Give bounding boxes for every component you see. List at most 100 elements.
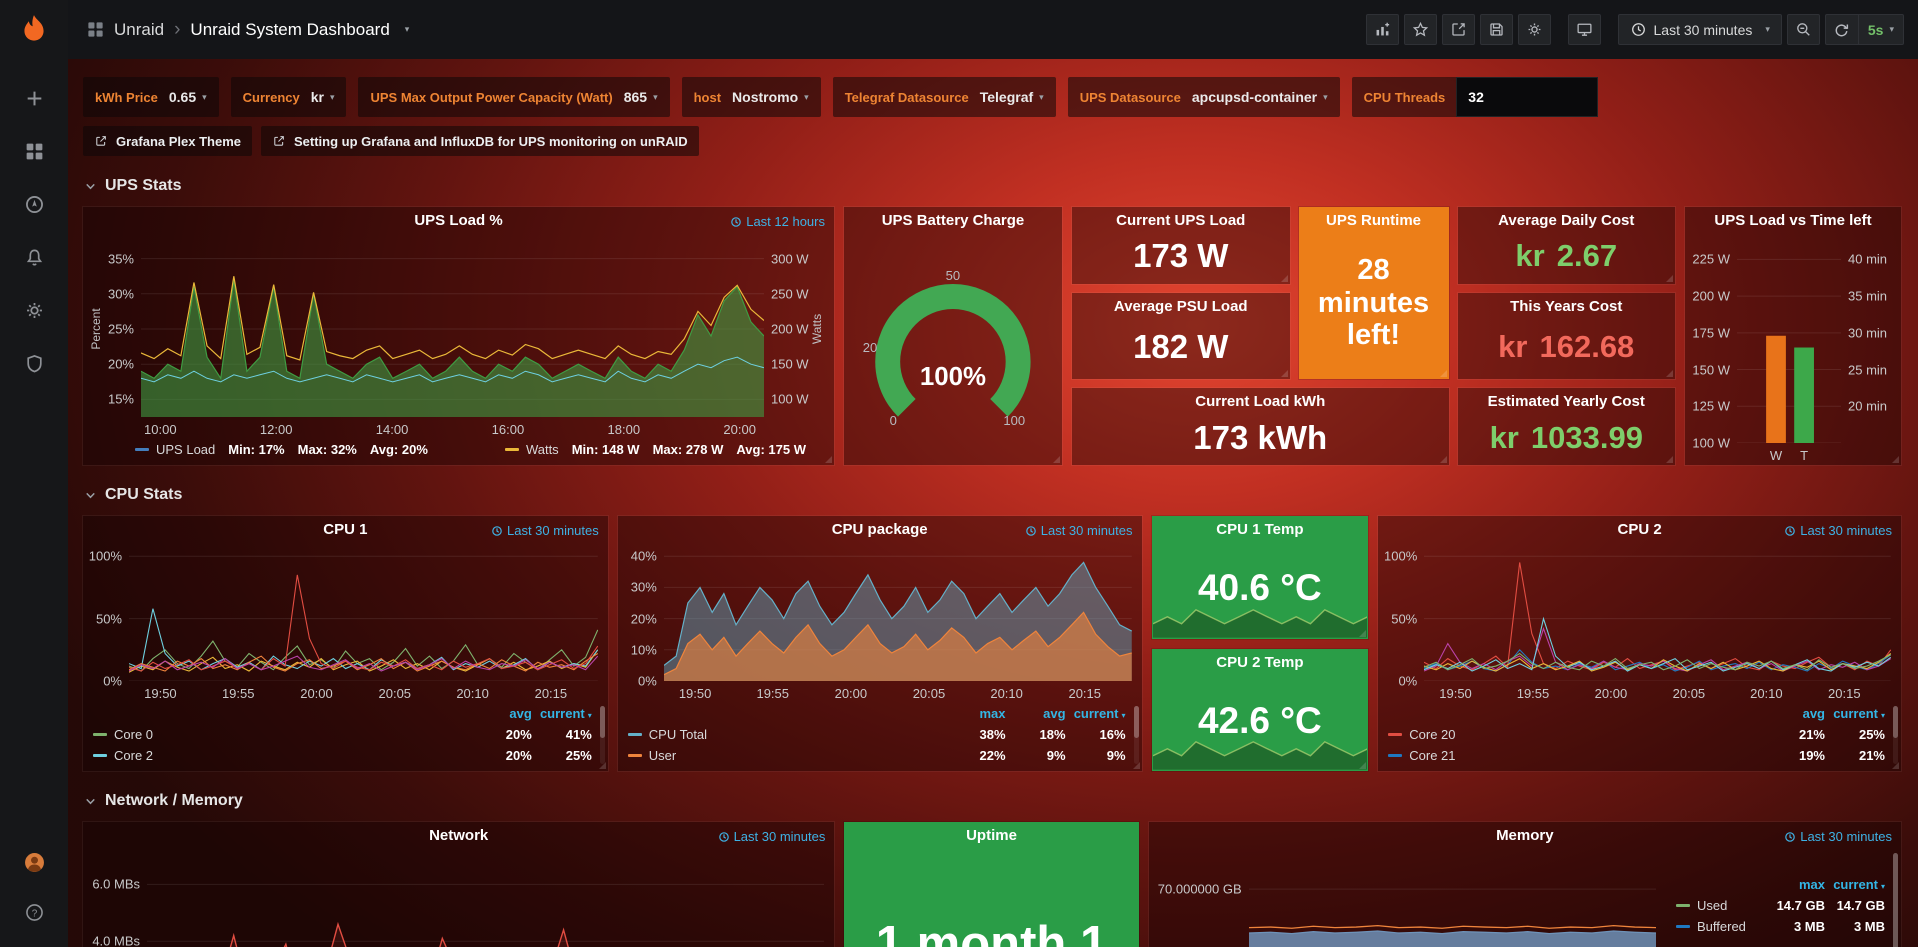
panel-title[interactable]: Network [429, 827, 489, 844]
cpu1-chart[interactable]: 0% 50% 100% 19:50 19:55 20:00 20:05 20:10 20:15 [83, 544, 608, 703]
legend-series[interactable]: Core 2 [93, 748, 472, 763]
dashboard-settings-button[interactable] [1517, 14, 1551, 45]
variable-dropdown[interactable]: kr ▾ [311, 89, 335, 105]
panel-title[interactable]: Estimated Yearly Cost [1487, 393, 1645, 411]
dashboard-link[interactable]: Grafana Plex Theme [83, 126, 252, 156]
save-button[interactable] [1479, 14, 1513, 45]
panel-title[interactable]: UPS Load % [414, 212, 503, 229]
panel-title[interactable]: CPU 1 [323, 521, 368, 538]
share-button[interactable] [1441, 14, 1475, 45]
dashboard-link[interactable]: Setting up Grafana and InfluxDB for UPS … [261, 126, 699, 156]
panel-title[interactable]: Current Load kWh [1195, 393, 1326, 411]
panel-title[interactable]: UPS Runtime [1325, 212, 1421, 229]
legend-series[interactable]: Core 20 [1388, 727, 1765, 742]
legend-scrollbar[interactable] [1893, 706, 1898, 764]
time-range-picker[interactable]: Last 30 minutes ▾ [1617, 14, 1782, 45]
legend-series[interactable]: Watts Min: 148 W Max: 278 W Avg: 175 W [504, 441, 806, 457]
y-axis-left: 0% 50% 100% [1384, 549, 1424, 689]
legend-column-max[interactable]: max [1798, 877, 1825, 892]
breadcrumb-folder[interactable]: Unraid [114, 19, 165, 39]
variable-dropdown[interactable]: Telegraf ▾ [980, 89, 1044, 105]
legend-column-avg[interactable]: avg [1043, 706, 1066, 721]
series-stat: Min: 148 W [571, 441, 640, 457]
legend-series[interactable]: Buffered [1676, 919, 1765, 934]
legend-series[interactable]: User [627, 748, 946, 763]
legend-column-current[interactable]: current ▾ [1833, 706, 1885, 721]
star-button[interactable] [1403, 14, 1437, 45]
legend-column-current[interactable]: current ▾ [539, 706, 592, 721]
legend-scrollbar[interactable] [1133, 706, 1139, 764]
y-axis-left: 0% 10% 20% 30% 40% [624, 549, 664, 689]
sidebar-admin-button[interactable] [21, 350, 47, 376]
panel-title[interactable]: Uptime [966, 827, 1017, 844]
variable-dropdown[interactable]: Nostromo ▾ [732, 89, 809, 105]
memory-chart[interactable]: 50.000000 GB60.000000 GB70.000000 GB19:5… [1149, 850, 1666, 947]
legend-column-current[interactable]: current ▾ [1833, 877, 1885, 892]
panel-title[interactable]: UPS Battery Charge [881, 212, 1025, 229]
legend-column-current[interactable]: current ▾ [1073, 706, 1126, 721]
sidebar-configuration-button[interactable] [21, 297, 47, 323]
legend-series[interactable]: Used [1676, 898, 1765, 913]
panel-title[interactable]: UPS Load vs Time left [1714, 212, 1872, 229]
legend-value: 21% [1798, 727, 1825, 742]
scrollbar-thumb[interactable] [1133, 706, 1139, 738]
section-network-memory[interactable]: Network / Memory [83, 787, 1901, 815]
legend-series[interactable]: Core 0 [93, 727, 472, 742]
sort-caret-icon: ▾ [1880, 711, 1885, 720]
ups-load-vs-time-chart[interactable]: 100 W 125 W 150 W 175 W 200 W 225 W 20 min 25 m… [1685, 235, 1901, 465]
user-avatar-button[interactable] [21, 849, 47, 875]
legend-column-avg[interactable]: avg [1802, 706, 1825, 721]
sidebar-create-button[interactable] [21, 85, 47, 111]
grafana-logo[interactable] [0, 0, 68, 59]
section-ups-stats[interactable]: UPS Stats [83, 172, 1901, 200]
refresh-button[interactable] [1824, 14, 1858, 45]
panel-title[interactable]: CPU 2 Temp [1216, 653, 1304, 671]
breadcrumb-dashboard-title[interactable]: Unraid System Dashboard [190, 19, 390, 39]
panel-title[interactable]: CPU 1 Temp [1216, 521, 1304, 538]
panel-title[interactable]: Current UPS Load [1116, 212, 1246, 229]
variable-label: CPU Threads [1363, 89, 1446, 105]
series-color-marker [627, 754, 642, 757]
panel-title[interactable]: This Years Cost [1510, 297, 1623, 315]
refresh-interval-picker[interactable]: 5s ▾ [1857, 14, 1904, 45]
x-tick-label: 20:05 [378, 686, 412, 701]
variable-dropdown[interactable]: 0.65 ▾ [169, 89, 207, 105]
panel-title[interactable]: CPU package [831, 521, 928, 538]
legend-header: avg current ▾ [1388, 703, 1885, 724]
panel-title[interactable]: Average PSU Load [1113, 297, 1248, 315]
legend-scrollbar[interactable] [599, 706, 605, 764]
legend-column-avg[interactable]: avg [509, 706, 532, 721]
panel-current-load-kwh: Current Load kWh 173 kWh [1072, 388, 1449, 465]
variable-dropdown[interactable]: 865 ▾ [624, 89, 658, 105]
dashboard-switch-caret[interactable]: ▾ [404, 24, 410, 34]
legend-column-max[interactable]: max [979, 706, 1006, 721]
tv-mode-button[interactable] [1567, 14, 1601, 45]
scrollbar-thumb[interactable] [1893, 853, 1898, 947]
sidebar-alerting-button[interactable] [21, 244, 47, 270]
panel-title[interactable]: Memory [1496, 827, 1554, 844]
legend-series[interactable]: UPS Load Min: 17% Max: 32% Avg: 20% [135, 442, 428, 457]
dashboard-icon[interactable] [86, 20, 105, 39]
zoom-out-button[interactable] [1786, 14, 1820, 45]
legend-series[interactable]: CPU Total [627, 727, 946, 742]
y-tick-label: 4.0 MBs [92, 933, 140, 947]
section-cpu-stats[interactable]: CPU Stats [83, 481, 1901, 509]
scrollbar-thumb[interactable] [599, 706, 605, 738]
legend-series[interactable]: Core 21 [1388, 748, 1765, 763]
cpu-package-chart[interactable]: 0% 10% 20% 30% 40% 19:50 19:55 20:00 20:05 20:10 2… [618, 544, 1142, 703]
cpu2-chart[interactable]: 0% 50% 100% 19:50 19:55 20:00 20:05 20:10 20:15 [1378, 544, 1901, 703]
legend-scrollbar[interactable] [1893, 853, 1898, 947]
panel-title[interactable]: Average Daily Cost [1498, 212, 1635, 229]
scrollbar-thumb[interactable] [1893, 706, 1898, 738]
variable-dropdown[interactable]: apcupsd-container ▾ [1192, 89, 1328, 105]
ups-load-chart[interactable]: Percent 15% 20% 25% 30% 35% 100 W 150 W 200 W 250… [83, 235, 834, 439]
help-button[interactable]: ? [21, 899, 47, 925]
legend-row: CPU Total 38% 18% 16% [627, 724, 1126, 745]
panel-title[interactable]: CPU 2 [1617, 521, 1662, 538]
sidebar-explore-button[interactable] [21, 191, 47, 217]
sidebar-dashboards-button[interactable] [21, 138, 47, 164]
variable-input[interactable]: 32 [1456, 77, 1599, 117]
add-panel-button[interactable] [1365, 14, 1399, 45]
refresh-interval-caret: ▾ [1889, 24, 1894, 34]
